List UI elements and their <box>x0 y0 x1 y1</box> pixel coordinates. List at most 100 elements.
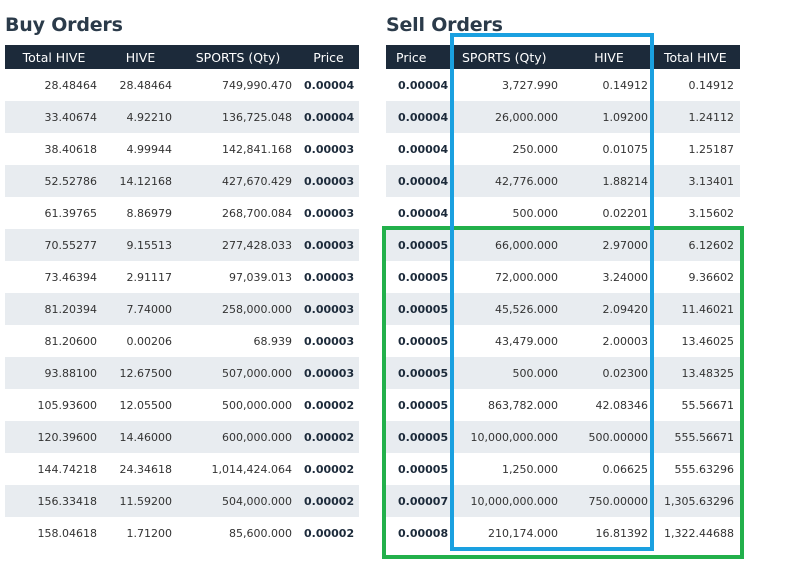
buy-hive-cell: 8.86979 <box>126 206 173 220</box>
sell-orders-title: Sell Orders <box>386 14 503 36</box>
sell-price-cell: 0.00005 <box>398 270 449 284</box>
buy-order-row[interactable]: 144.74218 24.34618 1,014,424.064 0.00002 <box>5 453 359 485</box>
buy-total-hive-cell: 81.20394 <box>5 293 103 325</box>
buy-price-cell: 0.00003 <box>304 206 355 220</box>
sell-hive-cell: 1.09200 <box>564 101 654 133</box>
buy-order-row[interactable]: 33.40674 4.92210 136,725.048 0.00004 <box>5 101 359 133</box>
sell-price-cell: 0.00004 <box>398 206 449 220</box>
buy-price-cell: 0.00003 <box>304 334 355 348</box>
buy-price-cell: 0.00003 <box>298 229 359 261</box>
buy-price-cell: 0.00002 <box>298 485 359 517</box>
sell-price-cell: 0.00005 <box>398 334 449 348</box>
sell-price-cell: 0.00007 <box>386 485 452 517</box>
sell-header-price[interactable]: Price <box>386 45 452 69</box>
sell-order-row[interactable]: 0.00005 1,250.000 0.06625 555.63296 <box>386 453 740 485</box>
sell-hive-cell: 500.00000 <box>564 421 654 453</box>
buy-total-hive-cell: 61.39765 <box>44 206 98 220</box>
sell-total-hive-cell: 6.12602 <box>654 229 740 261</box>
buy-total-hive-cell: 105.93600 <box>37 398 98 412</box>
buy-order-row[interactable]: 61.39765 8.86979 268,700.084 0.00003 <box>5 197 359 229</box>
buy-total-hive-cell: 120.39600 <box>5 421 103 453</box>
sell-total-hive-cell: 13.48325 <box>654 357 740 389</box>
buy-price-cell: 0.00002 <box>304 398 355 412</box>
buy-sports-qty-cell: 268,700.084 <box>222 206 292 220</box>
buy-price-cell: 0.00003 <box>298 357 359 389</box>
buy-total-hive-cell: 33.40674 <box>5 101 103 133</box>
sell-order-row[interactable]: 0.00008 210,174.000 16.81392 1,322.44688 <box>386 517 740 549</box>
buy-hive-cell: 4.99944 <box>126 142 173 156</box>
buy-total-hive-cell: 73.46394 <box>44 270 98 284</box>
sell-order-row[interactable]: 0.00005 500.000 0.02300 13.48325 <box>386 357 740 389</box>
sell-hive-cell: 16.81392 <box>595 526 649 540</box>
buy-order-row[interactable]: 105.93600 12.05500 500,000.000 0.00002 <box>5 389 359 421</box>
buy-order-row[interactable]: 120.39600 14.46000 600,000.000 0.00002 <box>5 421 359 453</box>
buy-order-row[interactable]: 73.46394 2.91117 97,039.013 0.00003 <box>5 261 359 293</box>
sell-order-row[interactable]: 0.00005 10,000,000.000 500.00000 555.56671 <box>386 421 740 453</box>
sell-hive-cell: 0.14912 <box>602 78 649 92</box>
sell-total-hive-cell: 1.25187 <box>688 142 735 156</box>
sell-header-sports-qty[interactable]: SPORTS (Qty) <box>452 45 564 69</box>
sell-hive-cell: 750.00000 <box>564 485 654 517</box>
buy-total-hive-cell: 144.74218 <box>37 462 98 476</box>
buy-price-cell: 0.00003 <box>304 270 355 284</box>
buy-hive-cell: 2.91117 <box>126 270 173 284</box>
buy-header-sports-qty[interactable]: SPORTS (Qty) <box>178 45 298 69</box>
buy-order-row[interactable]: 38.40618 4.99944 142,841.168 0.00003 <box>5 133 359 165</box>
sell-price-cell: 0.00005 <box>398 462 449 476</box>
sell-order-row[interactable]: 0.00004 42,776.000 1.88214 3.13401 <box>386 165 740 197</box>
sell-sports-qty-cell: 72,000.000 <box>495 270 558 284</box>
sell-order-row[interactable]: 0.00005 863,782.000 42.08346 55.56671 <box>386 389 740 421</box>
sell-order-row[interactable]: 0.00007 10,000,000.000 750.00000 1,305.6329… <box>386 485 740 517</box>
sell-hive-cell: 0.06625 <box>602 462 649 476</box>
buy-price-cell: 0.00002 <box>298 421 359 453</box>
buy-order-row[interactable]: 28.48464 28.48464 749,990.470 0.00004 <box>5 69 359 101</box>
sell-sports-qty-cell: 42,776.000 <box>452 165 564 197</box>
buy-order-row[interactable]: 81.20394 7.74000 258,000.000 0.00003 <box>5 293 359 325</box>
sell-sports-qty-cell: 66,000.000 <box>452 229 564 261</box>
sell-sports-qty-cell: 10,000,000.000 <box>452 485 564 517</box>
sell-order-row[interactable]: 0.00004 3,727.990 0.14912 0.14912 <box>386 69 740 101</box>
buy-order-row[interactable]: 70.55277 9.15513 277,428.033 0.00003 <box>5 229 359 261</box>
sell-price-cell: 0.00004 <box>386 165 452 197</box>
sell-hive-cell: 2.97000 <box>564 229 654 261</box>
buy-sports-qty-cell: 1,014,424.064 <box>211 462 292 476</box>
sell-sports-qty-cell: 500.000 <box>452 357 564 389</box>
sell-order-row[interactable]: 0.00004 250.000 0.01075 1.25187 <box>386 133 740 165</box>
buy-header-total-hive[interactable]: Total HIVE <box>5 45 103 69</box>
buy-sports-qty-cell: 507,000.000 <box>178 357 298 389</box>
sell-order-row[interactable]: 0.00004 26,000.000 1.09200 1.24112 <box>386 101 740 133</box>
sell-order-row[interactable]: 0.00005 43,479.000 2.00003 13.46025 <box>386 325 740 357</box>
sell-header-total-hive[interactable]: Total HIVE <box>654 45 740 69</box>
buy-order-row[interactable]: 93.88100 12.67500 507,000.000 0.00003 <box>5 357 359 389</box>
sell-order-row[interactable]: 0.00005 72,000.000 3.24000 9.36602 <box>386 261 740 293</box>
buy-header-hive[interactable]: HIVE <box>103 45 178 69</box>
sell-order-row[interactable]: 0.00005 66,000.000 2.97000 6.12602 <box>386 229 740 261</box>
sell-order-row[interactable]: 0.00004 500.000 0.02201 3.15602 <box>386 197 740 229</box>
buy-order-row[interactable]: 156.33418 11.59200 504,000.000 0.00002 <box>5 485 359 517</box>
buy-hive-cell: 14.46000 <box>103 421 178 453</box>
sell-header-hive[interactable]: HIVE <box>564 45 654 69</box>
sell-price-cell: 0.00004 <box>398 142 449 156</box>
buy-sports-qty-cell: 85,600.000 <box>229 526 292 540</box>
sell-total-hive-cell: 1.24112 <box>654 101 740 133</box>
buy-sports-qty-cell: 600,000.000 <box>178 421 298 453</box>
buy-total-hive-cell: 156.33418 <box>5 485 103 517</box>
buy-total-hive-cell: 81.20600 <box>44 334 98 348</box>
buy-hive-cell: 9.15513 <box>103 229 178 261</box>
buy-orders-title: Buy Orders <box>5 14 123 36</box>
buy-order-row[interactable]: 158.04618 1.71200 85,600.000 0.00002 <box>5 517 359 549</box>
sell-order-row[interactable]: 0.00005 45,526.000 2.09420 11.46021 <box>386 293 740 325</box>
buy-hive-cell: 7.74000 <box>103 293 178 325</box>
buy-price-cell: 0.00002 <box>304 526 355 540</box>
buy-sports-qty-cell: 68.939 <box>253 334 293 348</box>
buy-price-cell: 0.00002 <box>304 462 355 476</box>
sell-sports-qty-cell: 863,782.000 <box>488 398 558 412</box>
buy-header-price[interactable]: Price <box>298 45 359 69</box>
sell-sports-qty-cell: 250.000 <box>512 142 559 156</box>
buy-total-hive-cell: 28.48464 <box>44 78 98 92</box>
buy-order-row[interactable]: 81.20600 0.00206 68.939 0.00003 <box>5 325 359 357</box>
buy-header-row: Total HIVE HIVE SPORTS (Qty) Price <box>5 45 359 69</box>
buy-sports-qty-cell: 749,990.470 <box>222 78 292 92</box>
buy-order-row[interactable]: 52.52786 14.12168 427,670.429 0.00003 <box>5 165 359 197</box>
sell-sports-qty-cell: 3,727.990 <box>502 78 558 92</box>
